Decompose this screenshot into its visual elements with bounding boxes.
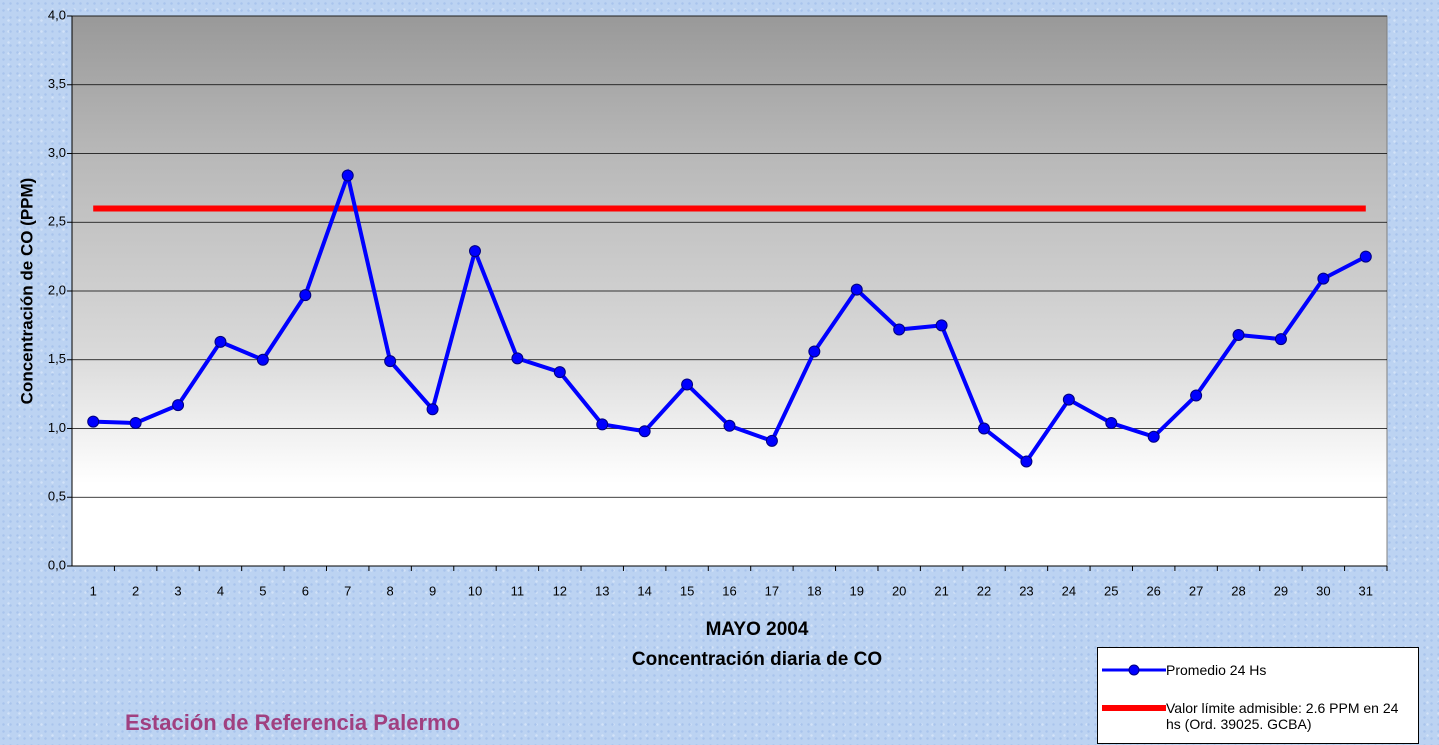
y-tick-label: 3,0 <box>48 145 66 160</box>
data-point <box>426 403 439 416</box>
data-point <box>1232 329 1245 341</box>
x-tick-label: 4 <box>217 583 224 598</box>
data-point <box>1317 272 1330 285</box>
x-tick-label: 7 <box>344 583 351 598</box>
data-point <box>808 345 821 358</box>
legend-item: Promedio 24 Hs <box>1098 660 1418 700</box>
y-tick-label: 2,5 <box>48 214 66 229</box>
x-tick-label: 11 <box>511 583 525 598</box>
legend-label: Valor límite admisible: 2.6 PPM en 24 hs… <box>1166 700 1399 732</box>
legend-label: Promedio 24 Hs <box>1166 662 1267 678</box>
legend: Promedio 24 Hs Valor límite admisible: 2.… <box>1097 647 1419 744</box>
x-tick-label: 14 <box>637 583 651 598</box>
x-axis-title: MAYO 2004 <box>706 619 809 640</box>
x-tick-label: 19 <box>850 583 864 598</box>
data-point <box>1274 333 1287 346</box>
y-tick-label: 1,0 <box>48 420 66 435</box>
legend-item: Valor límite admisible: 2.6 PPM en 24 hs… <box>1098 698 1418 738</box>
y-tick-label: 3,5 <box>48 76 66 91</box>
legend-marker <box>1128 664 1140 676</box>
data-point <box>893 323 906 336</box>
x-tick-label: 23 <box>1019 583 1033 598</box>
x-tick-label: 12 <box>553 583 567 598</box>
x-tick-label: 5 <box>259 583 266 598</box>
y-tick-label: 1,5 <box>48 351 66 366</box>
x-tick-label: 22 <box>977 583 991 598</box>
footer: Estación de Referencia Palermo <box>125 710 460 735</box>
x-tick-label: 3 <box>174 583 181 598</box>
x-tick-label: 6 <box>302 583 309 598</box>
data-point <box>935 319 948 332</box>
legend-swatch <box>1102 664 1166 676</box>
x-tick-label: 10 <box>468 583 482 598</box>
data-point <box>1359 250 1372 263</box>
x-axis-title: Concentración diaria de CO <box>632 649 882 670</box>
x-tick-label: 29 <box>1274 583 1288 598</box>
data-point <box>1020 455 1033 468</box>
x-tick-label: 26 <box>1146 583 1160 598</box>
x-tick-label: 16 <box>722 583 736 598</box>
data-point <box>468 245 481 258</box>
x-tick-label: 13 <box>595 583 609 598</box>
data-point <box>87 415 100 428</box>
x-tick-label: 20 <box>892 583 906 598</box>
y-tick-label: 4,0 <box>48 7 66 22</box>
data-point <box>129 417 142 429</box>
y-axis-title: Concentración de CO (PPM) <box>17 178 36 405</box>
x-tick-label: 17 <box>765 583 779 598</box>
data-point <box>596 418 609 431</box>
data-point <box>1062 393 1075 406</box>
data-point <box>1105 417 1118 429</box>
data-point <box>172 399 185 412</box>
y-tick-label: 2,0 <box>48 282 66 297</box>
data-point <box>1190 389 1203 402</box>
data-point <box>723 419 736 432</box>
x-tick-label: 9 <box>429 583 436 598</box>
data-point <box>256 353 269 366</box>
x-tick-label: 24 <box>1062 583 1076 598</box>
data-point <box>681 378 694 391</box>
data-point <box>214 335 227 348</box>
data-point <box>511 352 524 365</box>
x-tick-label: 31 <box>1359 583 1373 598</box>
x-tick-label: 1 <box>90 583 97 598</box>
x-tick-label: 18 <box>807 583 821 598</box>
legend-swatch <box>1102 705 1166 711</box>
data-point <box>1147 430 1160 443</box>
data-point <box>978 422 991 435</box>
data-point <box>341 169 354 182</box>
y-tick-label: 0,0 <box>48 557 66 572</box>
data-point <box>384 355 397 368</box>
x-tick-label: 2 <box>132 583 139 598</box>
x-tick-label: 27 <box>1189 583 1203 598</box>
x-tick-label: 15 <box>680 583 694 598</box>
x-tick-label: 28 <box>1231 583 1245 598</box>
x-tick-label: 30 <box>1316 583 1330 598</box>
x-tick-label: 21 <box>934 583 948 598</box>
data-point <box>765 434 778 447</box>
x-tick-label: 8 <box>387 583 394 598</box>
data-point <box>850 283 863 296</box>
data-point <box>299 289 312 302</box>
y-tick-label: 0,5 <box>48 489 66 504</box>
data-point <box>553 366 566 379</box>
data-point <box>638 425 651 438</box>
x-tick-label: 25 <box>1104 583 1118 598</box>
